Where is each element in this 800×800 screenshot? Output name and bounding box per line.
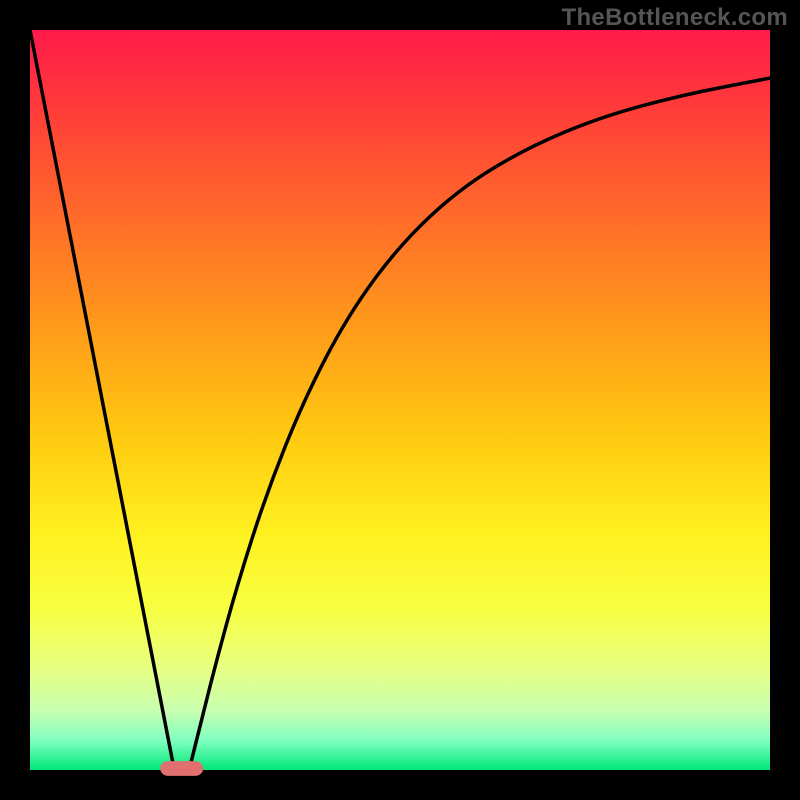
chart-gradient-background: [30, 30, 770, 770]
valley-marker: [160, 761, 203, 776]
chart-svg: [0, 0, 800, 800]
watermark-text: TheBottleneck.com: [562, 4, 788, 32]
chart-container: TheBottleneck.com: [0, 0, 800, 800]
